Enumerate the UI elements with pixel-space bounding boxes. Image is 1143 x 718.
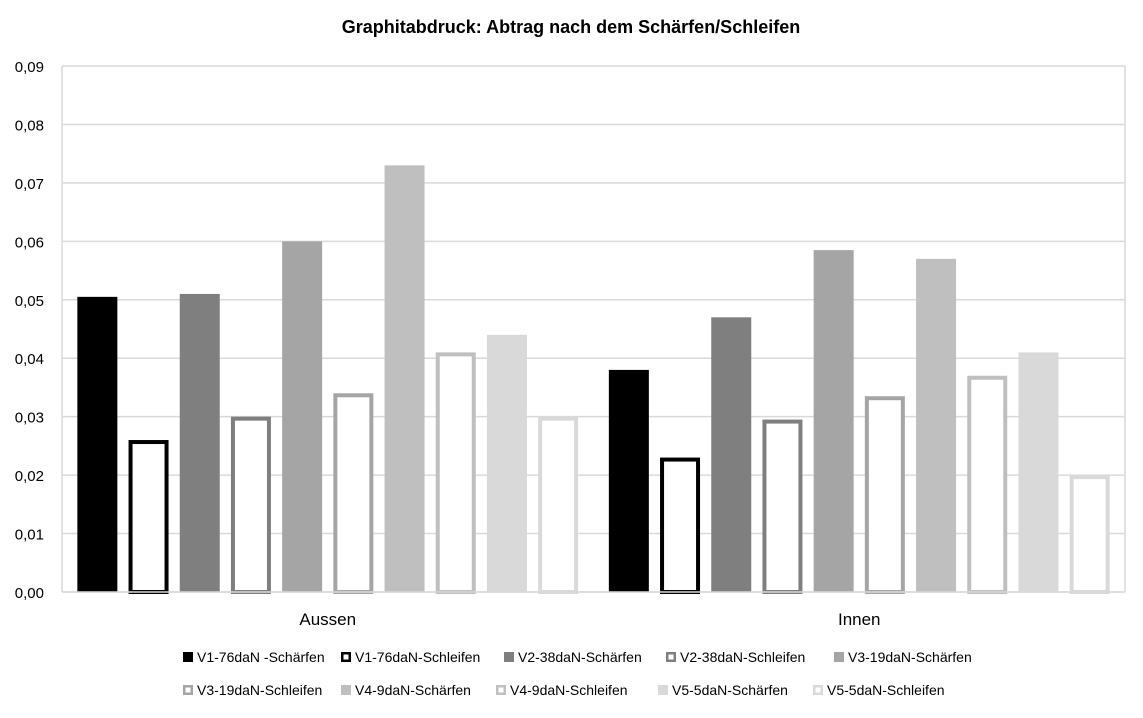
legend-swatch — [834, 652, 844, 662]
bar — [916, 258, 957, 592]
legend-item: V5-5daN-Schleifen — [813, 682, 945, 698]
x-category-label: Aussen — [299, 610, 356, 629]
legend-label: V3-19daN-Schleifen — [197, 682, 322, 698]
legend-item: V4-9daN-Schärfen — [341, 682, 471, 698]
y-tick-label: 0,01 — [15, 527, 44, 544]
bar — [435, 352, 476, 594]
legend: V1-76daN -Schärfen V1-76daN-Schleifen V2-3… — [183, 649, 972, 698]
legend-item: V4-9daN-Schleifen — [496, 682, 628, 698]
legend-label: V1-76daN-Schleifen — [355, 649, 480, 665]
x-category-label: Innen — [838, 610, 881, 629]
y-tick-label: 0,02 — [15, 468, 44, 485]
bar — [1018, 352, 1059, 592]
legend-label: V2-38daN-Schleifen — [680, 649, 805, 665]
legend-item: V1-76daN-Schleifen — [341, 649, 480, 665]
legend-item: V1-76daN -Schärfen — [183, 649, 325, 665]
x-axis-category-labels: Aussen Innen — [299, 610, 880, 629]
legend-item: V3-19daN-Schärfen — [834, 649, 972, 665]
bar — [77, 296, 118, 592]
bar — [486, 334, 527, 592]
bar — [608, 369, 649, 592]
legend-swatch — [183, 652, 193, 662]
bar — [967, 375, 1008, 594]
gridlines — [61, 65, 1126, 593]
y-tick-label: 0,06 — [15, 234, 44, 251]
legend-label: V5-5daN-Schärfen — [672, 682, 788, 698]
bar — [179, 293, 220, 592]
legend-label: V3-19daN-Schärfen — [848, 649, 972, 665]
bar — [333, 393, 374, 594]
legend-swatch — [666, 652, 676, 662]
legend-item: V2-38daN-Schärfen — [504, 649, 642, 665]
legend-label: V2-38daN-Schärfen — [518, 649, 642, 665]
bar — [762, 419, 803, 595]
bar — [384, 165, 425, 592]
chart-title: Graphitabdruck: Abtrag nach dem Schärfen… — [342, 17, 800, 37]
y-tick-label: 0,07 — [15, 176, 44, 193]
legend-swatch — [341, 685, 351, 695]
y-tick-label: 0,08 — [15, 117, 44, 134]
y-tick-label: 0,09 — [15, 59, 44, 76]
y-tick-label: 0,03 — [15, 410, 44, 427]
legend-swatch — [813, 685, 823, 695]
legend-label: V4-9daN-Schleifen — [510, 682, 628, 698]
legend-item: V2-38daN-Schleifen — [666, 649, 805, 665]
bar — [128, 440, 169, 594]
bar — [538, 416, 579, 594]
y-tick-label: 0,05 — [15, 293, 44, 310]
bar — [711, 317, 752, 592]
legend-swatch — [658, 685, 668, 695]
y-tick-label: 0,04 — [15, 351, 44, 368]
bar — [230, 416, 271, 594]
legend-label: V4-9daN-Schärfen — [355, 682, 471, 698]
legend-swatch — [341, 652, 351, 662]
legend-item: V3-19daN-Schleifen — [183, 682, 322, 698]
bar — [813, 250, 854, 592]
bars — [62, 165, 1125, 595]
legend-label: V5-5daN-Schleifen — [827, 682, 945, 698]
bar — [282, 241, 323, 593]
legend-swatch — [504, 652, 514, 662]
bar — [864, 396, 905, 595]
legend-label: V1-76daN -Schärfen — [197, 649, 325, 665]
bar — [1069, 475, 1110, 594]
legend-swatch — [183, 685, 193, 695]
bar — [660, 457, 701, 595]
legend-swatch — [496, 685, 506, 695]
y-axis-tick-labels: 0,00 0,01 0,02 0,03 0,04 0,05 0,06 0,07 0,08 0,09 — [15, 59, 44, 602]
legend-item: V5-5daN-Schärfen — [658, 682, 788, 698]
y-tick-label: 0,00 — [15, 585, 44, 602]
